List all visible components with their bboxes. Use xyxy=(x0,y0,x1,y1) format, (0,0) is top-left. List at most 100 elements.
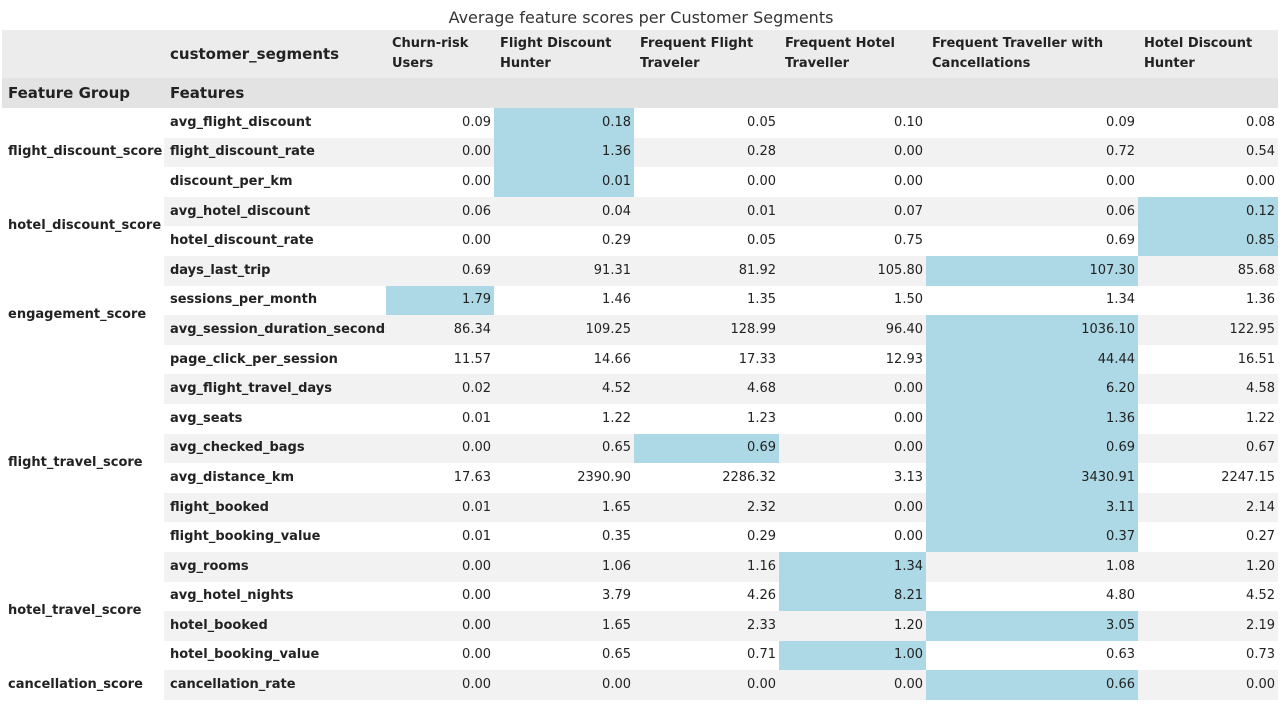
value-cell: 86.34 xyxy=(386,315,494,345)
table-row: avg_checked_bags 0.00 0.65 0.69 0.00 0.69 0.67 xyxy=(2,433,1278,464)
value-cell: 0.85 xyxy=(1138,226,1278,256)
value-cell: 0.01 xyxy=(386,403,494,434)
table-row: flight_booking_value 0.01 0.35 0.29 0.00 0.37… xyxy=(2,522,1278,552)
value-cell: 0.73 xyxy=(1138,640,1278,671)
value-cell: 1.00 xyxy=(779,640,926,671)
table-row: sessions_per_month 1.79 1.46 1.35 1.50 1.34 1.… xyxy=(2,285,1278,316)
segment-header: Frequent Flight Traveler xyxy=(634,30,779,78)
value-cell: 4.52 xyxy=(1138,581,1278,612)
chart-title: Average feature scores per Customer Segm… xyxy=(448,8,834,27)
value-cell: 122.95 xyxy=(1138,315,1278,345)
value-cell: 0.00 xyxy=(494,670,634,700)
value-cell: 0.00 xyxy=(386,581,494,612)
value-cell: 0.00 xyxy=(779,167,926,197)
value-cell: 107.30 xyxy=(926,255,1138,286)
value-cell: 0.00 xyxy=(634,670,779,700)
value-cell: 0.05 xyxy=(634,108,779,138)
value-cell: 0.00 xyxy=(634,167,779,197)
value-cell: 0.01 xyxy=(386,492,494,523)
value-cell: 1.20 xyxy=(1138,551,1278,582)
value-cell: 0.00 xyxy=(386,167,494,197)
value-cell: 1.35 xyxy=(634,285,779,316)
value-cell: 0.00 xyxy=(779,670,926,700)
value-cell: 1.34 xyxy=(926,285,1138,316)
table-row: avg_hotel_nights 0.00 3.79 4.26 8.21 4.80 4.52 xyxy=(2,581,1278,612)
value-cell: 1.36 xyxy=(1138,285,1278,316)
index-header-features: Features xyxy=(164,78,386,108)
feature-label: days_last_trip xyxy=(164,255,386,286)
table-row: avg_session_duration_seconds 86.34 109.25 1… xyxy=(2,315,1278,345)
value-cell: 1.06 xyxy=(494,551,634,582)
table-row: cancellation_score cancellation_rate 0.00 0… xyxy=(2,670,1278,700)
value-cell: 1.34 xyxy=(779,551,926,582)
value-cell: 0.01 xyxy=(494,167,634,197)
feature-group-label: hotel_discount_score xyxy=(2,196,164,256)
value-cell: 2247.15 xyxy=(1138,463,1278,493)
value-cell: 0.69 xyxy=(926,226,1138,256)
value-cell: 0.00 xyxy=(1138,670,1278,700)
feature-label: flight_discount_rate xyxy=(164,137,386,168)
value-cell: 0.66 xyxy=(926,670,1138,700)
value-cell: 0.75 xyxy=(779,226,926,256)
value-cell: 85.68 xyxy=(1138,255,1278,286)
value-cell: 3.05 xyxy=(926,611,1138,641)
columns-header: customer_segments xyxy=(164,30,386,78)
value-cell: 1.23 xyxy=(634,403,779,434)
table-body: flight_discount_score avg_flight_discount… xyxy=(2,108,1278,700)
value-cell: 0.65 xyxy=(494,433,634,464)
value-cell: 0.72 xyxy=(926,137,1138,168)
value-cell: 2.32 xyxy=(634,492,779,523)
feature-label: flight_booking_value xyxy=(164,522,386,552)
value-cell: 1.16 xyxy=(634,551,779,582)
value-cell: 1.36 xyxy=(926,403,1138,434)
feature-label: discount_per_km xyxy=(164,167,386,197)
value-cell: 0.04 xyxy=(494,196,634,227)
feature-label: avg_rooms xyxy=(164,551,386,582)
table-row: page_click_per_session 11.57 14.66 17.33 12.… xyxy=(2,344,1278,375)
feature-label: avg_flight_discount xyxy=(164,108,386,138)
value-cell: 0.00 xyxy=(779,492,926,523)
value-cell: 16.51 xyxy=(1138,344,1278,375)
feature-label: hotel_discount_rate xyxy=(164,226,386,256)
value-cell: 1036.10 xyxy=(926,315,1138,345)
value-cell: 0.29 xyxy=(634,522,779,552)
value-cell: 0.00 xyxy=(386,670,494,700)
value-cell: 0.00 xyxy=(779,403,926,434)
feature-label: page_click_per_session xyxy=(164,344,386,375)
value-cell: 0.29 xyxy=(494,226,634,256)
value-cell: 81.92 xyxy=(634,255,779,286)
feature-group-label: flight_travel_score xyxy=(2,374,164,552)
value-cell: 1.79 xyxy=(386,285,494,316)
value-cell: 0.02 xyxy=(386,374,494,404)
value-cell: 0.27 xyxy=(1138,522,1278,552)
value-cell: 1.22 xyxy=(1138,403,1278,434)
segment-header: Frequent Hotel Traveller xyxy=(779,30,926,78)
value-cell: 2390.90 xyxy=(494,463,634,493)
table-row: hotel_discount_score avg_hotel_discount 0.… xyxy=(2,196,1278,256)
value-cell: 0.00 xyxy=(386,611,494,641)
feature-label: avg_session_duration_seconds xyxy=(164,315,386,345)
value-cell: 0.67 xyxy=(1138,433,1278,464)
segment-header: Hotel Discount Hunter xyxy=(1138,30,1278,78)
table-row: flight_discount_rate 0.00 1.36 0.28 0.00 0.72… xyxy=(2,137,1278,168)
feature-label: avg_checked_bags xyxy=(164,433,386,464)
value-cell: 0.00 xyxy=(386,226,494,256)
feature-label: avg_distance_km xyxy=(164,463,386,493)
value-cell: 1.50 xyxy=(779,285,926,316)
value-cell: 0.69 xyxy=(634,433,779,464)
value-cell: 4.26 xyxy=(634,581,779,612)
value-cell: 4.68 xyxy=(634,374,779,404)
value-cell: 0.06 xyxy=(386,196,494,227)
table-row: hotel_booking_value 0.00 0.65 0.71 1.00 0.63 0… xyxy=(2,640,1278,671)
value-cell: 4.80 xyxy=(926,581,1138,612)
value-cell: 0.00 xyxy=(386,137,494,168)
value-cell: 0.09 xyxy=(386,108,494,138)
value-cell: 0.05 xyxy=(634,226,779,256)
value-cell: 1.65 xyxy=(494,611,634,641)
feature-scores-table: customer_segments Churn-risk Users Fligh… xyxy=(2,30,1278,700)
value-cell: 0.00 xyxy=(779,522,926,552)
value-cell: 1.08 xyxy=(926,551,1138,582)
value-cell: 3.79 xyxy=(494,581,634,612)
value-cell: 4.52 xyxy=(494,374,634,404)
value-cell: 0.12 xyxy=(1138,196,1278,227)
